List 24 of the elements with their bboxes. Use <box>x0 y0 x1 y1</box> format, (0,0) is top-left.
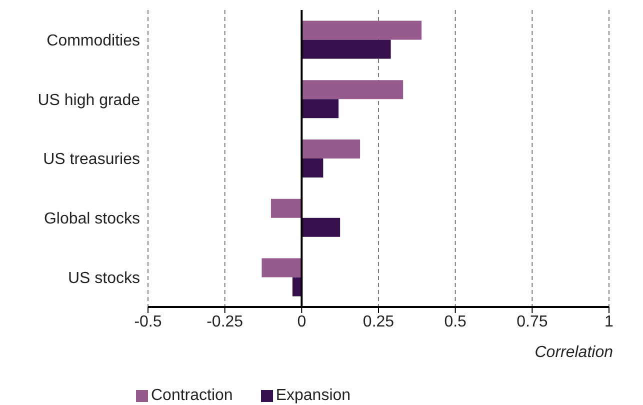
y-tick-label: US treasuries <box>43 151 140 168</box>
x-tick-label: 0.5 <box>444 313 467 330</box>
bar <box>302 80 404 100</box>
bar <box>302 158 324 178</box>
bar <box>270 198 302 218</box>
x-tick-label: 0.75 <box>516 313 548 330</box>
y-tick-label: US high grade <box>38 92 140 109</box>
y-tick-label: Global stocks <box>44 210 140 228</box>
y-tick-label: Commodities <box>46 32 140 50</box>
x-tick-label: 1 <box>604 313 614 330</box>
x-tick-label: 0 <box>297 313 306 330</box>
x-axis-title: Correlation <box>534 344 614 361</box>
x-tick-label: 0.25 <box>362 313 394 330</box>
x-tick-label: -0.5 <box>134 313 162 330</box>
legend-label: Contraction <box>150 387 233 405</box>
bar <box>262 258 302 278</box>
x-tick-label: -0.25 <box>206 313 244 330</box>
bar <box>302 40 391 59</box>
legend-label: Expansion <box>274 387 351 405</box>
y-tick-label: US stocks <box>68 270 140 287</box>
bar <box>302 99 339 118</box>
bar <box>302 139 360 158</box>
bar <box>302 218 340 237</box>
bar <box>302 20 422 40</box>
